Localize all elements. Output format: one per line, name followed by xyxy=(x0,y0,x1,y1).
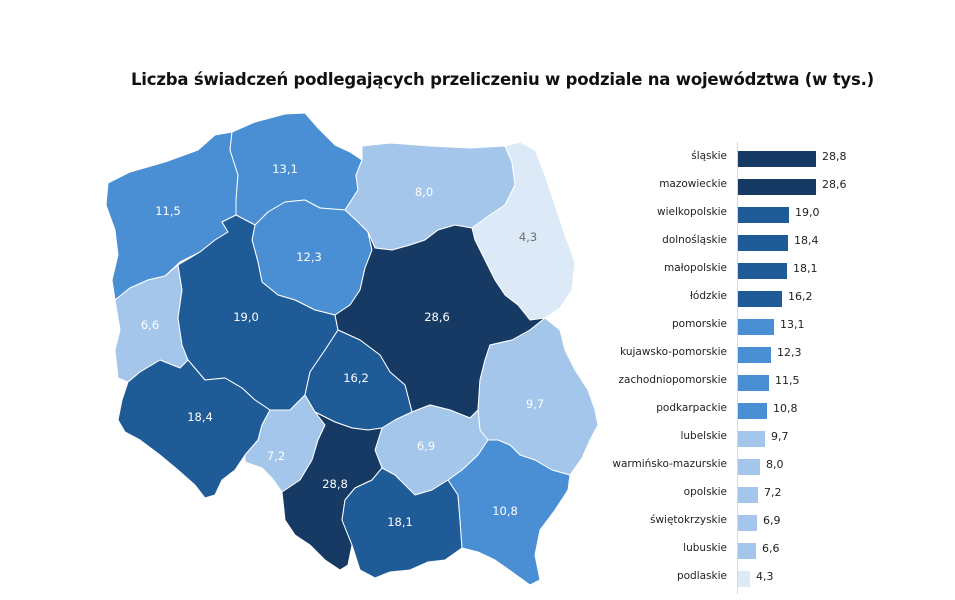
bar xyxy=(738,291,782,307)
map-label-warminsko-mazurskie: 8,0 xyxy=(414,185,434,199)
bar-value: 4,3 xyxy=(756,570,774,583)
region-slaskie xyxy=(281,411,383,571)
bar-row: lubelskie 9,7 xyxy=(0,424,955,452)
bar-value: 28,8 xyxy=(822,150,847,163)
bar-row: mazowieckie 28,6 xyxy=(0,172,955,200)
bar xyxy=(738,263,787,279)
bar-label: pomorskie xyxy=(672,318,727,330)
bar-value: 19,0 xyxy=(795,206,820,219)
bar-value: 6,9 xyxy=(763,514,781,527)
bar-value: 10,8 xyxy=(773,402,798,415)
map-label-zachodniopomorskie: 11,5 xyxy=(155,204,181,218)
bar xyxy=(738,347,771,363)
bar-row: świętokrzyskie 6,9 xyxy=(0,508,955,536)
map-label-malopolskie: 18,1 xyxy=(387,515,413,529)
bar-label: łódzkie xyxy=(689,290,727,302)
bar-value: 13,1 xyxy=(780,318,805,331)
bar xyxy=(738,179,816,195)
bar-value: 7,2 xyxy=(764,486,782,499)
map-label-wielkopolskie: 19,0 xyxy=(233,310,259,324)
bar-row: zachodniopomorskie 11,5 xyxy=(0,368,955,396)
map-label-podkarpackie: 10,8 xyxy=(492,504,518,518)
bar-label: podkarpackie xyxy=(656,402,727,414)
bar-label: małopolskie xyxy=(663,262,727,274)
bar-value: 9,7 xyxy=(771,430,789,443)
bar-value: 18,4 xyxy=(794,234,819,247)
map-label-pomorskie: 13,1 xyxy=(272,162,298,176)
bar-row: pomorskie 13,1 xyxy=(0,312,955,340)
bar-label: zachodniopomorskie xyxy=(618,374,727,386)
bar-label: opolskie xyxy=(683,486,727,498)
bar xyxy=(738,151,816,167)
map-label-mazowieckie: 28,6 xyxy=(424,310,450,324)
bar-label: lubelskie xyxy=(680,430,727,442)
bar xyxy=(738,515,757,531)
bar-value: 12,3 xyxy=(777,346,802,359)
bar xyxy=(738,375,769,391)
bar-label: dolnośląskie xyxy=(662,234,727,246)
map-label-lubelskie: 9,7 xyxy=(525,397,545,411)
map-label-lodzkie: 16,2 xyxy=(343,371,369,385)
bar-label: lubuskie xyxy=(683,542,727,554)
bar-row: śląskie 28,8 xyxy=(0,144,955,172)
bar-row: opolskie 7,2 xyxy=(0,480,955,508)
bar-value: 8,0 xyxy=(766,458,784,471)
bar-row: warmińsko-mazurskie 8,0 xyxy=(0,452,955,480)
bar-value: 16,2 xyxy=(788,290,813,303)
bar-row: podlaskie 4,3 xyxy=(0,564,955,592)
bar-chart-axis xyxy=(737,142,738,594)
bar xyxy=(738,403,767,419)
bar-value: 11,5 xyxy=(775,374,800,387)
bar xyxy=(738,459,760,475)
bar-row: łódzkie 16,2 xyxy=(0,284,955,312)
bar-label: śląskie xyxy=(691,150,727,162)
bar xyxy=(738,319,774,335)
bar-value: 6,6 xyxy=(762,542,780,555)
bar-row: wielkopolskie 19,0 xyxy=(0,200,955,228)
bar xyxy=(738,487,758,503)
map-label-lubuskie: 6,6 xyxy=(140,318,160,332)
bar-row: małopolskie 18,1 xyxy=(0,256,955,284)
bar-label: wielkopolskie xyxy=(657,206,727,218)
bar-row: dolnośląskie 18,4 xyxy=(0,228,955,256)
bar-value: 28,6 xyxy=(822,178,847,191)
bar xyxy=(738,571,750,587)
bar-label: warmińsko-mazurskie xyxy=(612,458,727,470)
bar-row: kujawsko-pomorskie 12,3 xyxy=(0,340,955,368)
bar-row: podkarpackie 10,8 xyxy=(0,396,955,424)
region-podkarpackie xyxy=(447,439,571,586)
map-label-opolskie: 7,2 xyxy=(266,449,286,463)
bar-value: 18,1 xyxy=(793,262,818,275)
map-label-slaskie: 28,8 xyxy=(322,477,348,491)
bar xyxy=(738,543,756,559)
bar-row: lubuskie 6,6 xyxy=(0,536,955,564)
chart-title: Liczba świadczeń podlegających przelicze… xyxy=(130,70,875,89)
bar-label: podlaskie xyxy=(676,570,727,582)
map-label-kujawsko-pomorskie: 12,3 xyxy=(296,250,322,264)
bar xyxy=(738,431,765,447)
map-label-swietokrzyskie: 6,9 xyxy=(416,439,436,453)
bar-label: świętokrzyskie xyxy=(649,514,727,526)
bar xyxy=(738,207,789,223)
bar-label: kujawsko-pomorskie xyxy=(620,346,727,358)
bar xyxy=(738,235,788,251)
map-label-dolnoslaskie: 18,4 xyxy=(187,410,213,424)
bar-label: mazowieckie xyxy=(659,178,727,190)
map-label-podlaskie: 4,3 xyxy=(518,230,538,244)
